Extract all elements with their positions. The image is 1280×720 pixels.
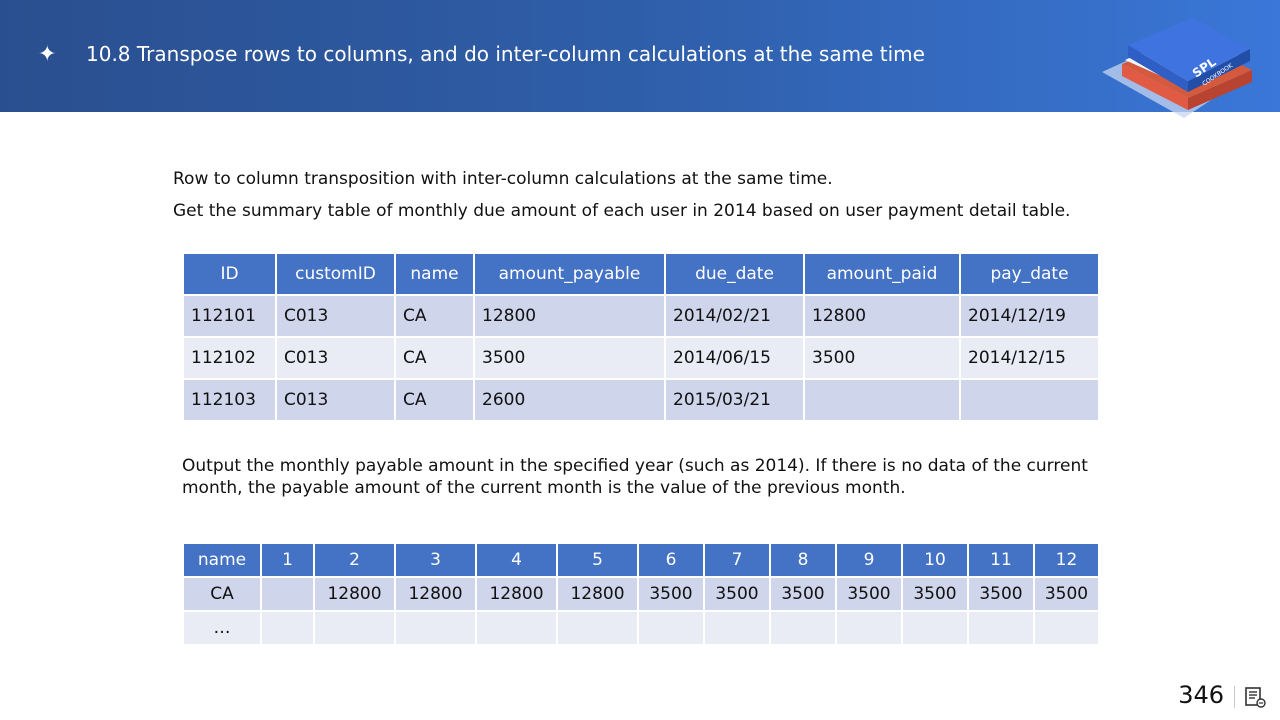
table-cell — [967, 610, 1035, 646]
table-cell — [703, 610, 771, 646]
intro-line-2: Get the summary table of monthly due amo… — [173, 201, 1071, 221]
output-description: Output the monthly payable amount in the… — [182, 456, 1088, 498]
slide-title: 10.8 Transpose rows to columns, and do i… — [86, 42, 925, 66]
table-cell — [556, 610, 639, 646]
column-header: 1 — [260, 542, 315, 578]
table-row: 112102 C013 CA 3500 2014/06/15 3500 2014… — [182, 336, 1100, 380]
column-header: 4 — [475, 542, 558, 578]
table-cell — [1033, 610, 1100, 646]
column-header: ID — [182, 252, 277, 296]
document-icon[interactable] — [1243, 685, 1267, 709]
column-header: 7 — [703, 542, 771, 578]
table-cell: 112101 — [182, 294, 277, 338]
table-cell: 12800 — [556, 576, 639, 612]
column-header: customID — [275, 252, 396, 296]
table-cell: 112102 — [182, 336, 277, 380]
table-cell: 3500 — [803, 336, 961, 380]
column-header: 9 — [835, 542, 903, 578]
book-icon: SPL COOKBOOK — [1102, 18, 1252, 118]
table-cell — [835, 610, 903, 646]
column-header: 12 — [1033, 542, 1100, 578]
table-cell — [475, 610, 558, 646]
table-cell: 3500 — [703, 576, 771, 612]
column-header: 11 — [967, 542, 1035, 578]
star-icon: ✦ — [38, 42, 57, 67]
table-cell: 3500 — [1033, 576, 1100, 612]
intro-line-1: Row to column transposition with inter-c… — [173, 169, 833, 189]
table-cell: 12800 — [394, 576, 477, 612]
table-cell: 2015/03/21 — [664, 378, 805, 422]
table-cell: C013 — [275, 378, 396, 422]
column-header: 3 — [394, 542, 477, 578]
column-header: 8 — [769, 542, 837, 578]
table-cell: 12800 — [803, 294, 961, 338]
table-cell: 12800 — [475, 576, 558, 612]
column-header: name — [182, 542, 262, 578]
table-header-row: name 1 2 3 4 5 6 7 8 9 10 11 12 — [182, 542, 1100, 578]
table-cell — [313, 610, 396, 646]
table-cell: CA — [394, 378, 475, 422]
payment-detail-table: ID customID name amount_payable due_date… — [182, 252, 1100, 422]
table-cell — [959, 378, 1100, 422]
monthly-summary-table: name 1 2 3 4 5 6 7 8 9 10 11 12 CA 12800… — [182, 542, 1100, 646]
table-cell — [803, 378, 961, 422]
table-cell: 3500 — [769, 576, 837, 612]
column-header: amount_payable — [473, 252, 666, 296]
table-cell: 3500 — [967, 576, 1035, 612]
table-cell: 3500 — [835, 576, 903, 612]
table-cell — [260, 610, 315, 646]
table-cell: 12800 — [313, 576, 396, 612]
table-cell — [260, 576, 315, 612]
table-cell: 3500 — [473, 336, 666, 380]
column-header: 2 — [313, 542, 396, 578]
table-cell: CA — [394, 336, 475, 380]
table-cell: 3500 — [901, 576, 969, 612]
table-cell: CA — [394, 294, 475, 338]
table-row: 112103 C013 CA 2600 2015/03/21 — [182, 378, 1100, 422]
table-cell — [394, 610, 477, 646]
table-cell: 2014/06/15 — [664, 336, 805, 380]
intro-text: Row to column transposition with inter-c… — [173, 168, 1173, 232]
page-number: 346 — [1178, 681, 1224, 709]
table-cell: 12800 — [473, 294, 666, 338]
table-cell: … — [182, 610, 262, 646]
table-cell: C013 — [275, 294, 396, 338]
column-header: 6 — [637, 542, 705, 578]
table-cell: 112103 — [182, 378, 277, 422]
column-header: 5 — [556, 542, 639, 578]
footer-divider — [1234, 686, 1235, 708]
table-cell: 2014/12/19 — [959, 294, 1100, 338]
table-cell: 3500 — [637, 576, 705, 612]
table-cell: 2600 — [473, 378, 666, 422]
table-row: … — [182, 610, 1100, 646]
slide-header: ✦ 10.8 Transpose rows to columns, and do… — [0, 0, 1280, 118]
table-cell: 2014/12/15 — [959, 336, 1100, 380]
table-header-row: ID customID name amount_payable due_date… — [182, 252, 1100, 296]
column-header: due_date — [664, 252, 805, 296]
table-row: CA 12800 12800 12800 12800 3500 3500 350… — [182, 576, 1100, 612]
column-header: 10 — [901, 542, 969, 578]
column-header: amount_paid — [803, 252, 961, 296]
column-header: name — [394, 252, 475, 296]
table-cell — [637, 610, 705, 646]
table-cell — [769, 610, 837, 646]
table-cell: CA — [182, 576, 262, 612]
table-cell: C013 — [275, 336, 396, 380]
table-cell — [901, 610, 969, 646]
table-cell: 2014/02/21 — [664, 294, 805, 338]
column-header: pay_date — [959, 252, 1100, 296]
table-row: 112101 C013 CA 12800 2014/02/21 12800 20… — [182, 294, 1100, 338]
